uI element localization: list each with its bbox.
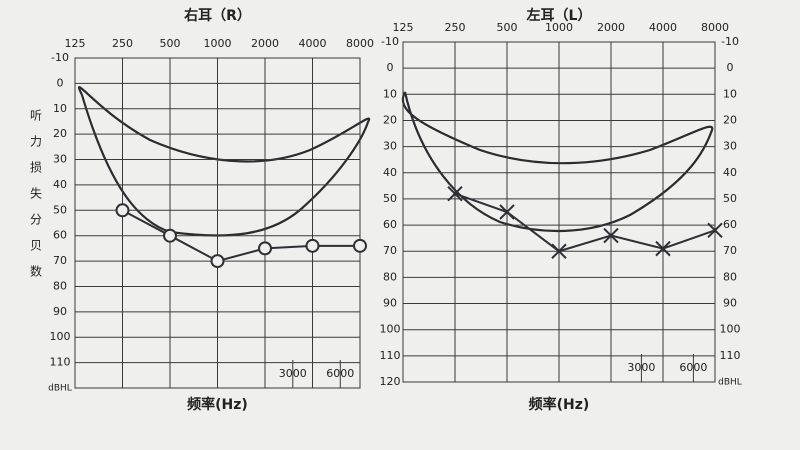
y-tick-label: 100: [380, 323, 401, 336]
y-tick-label: 90: [53, 305, 67, 318]
marker-o: [353, 238, 367, 253]
x-tick-label: 500: [160, 37, 181, 50]
y2-tick-label: 40: [723, 166, 737, 179]
y2-tick-label: 80: [723, 270, 737, 283]
x-tick-label: 1000: [545, 21, 573, 34]
y-tick-label: 40: [53, 178, 67, 191]
hand-curve: [77, 86, 371, 237]
y-tick-label: 80: [383, 270, 397, 283]
x-tick-label: 125: [65, 37, 86, 50]
x-tick-label: 250: [112, 37, 133, 50]
marker-x: [655, 240, 671, 257]
x-tick-label: 4000: [299, 37, 327, 50]
unit-label: dBHL: [48, 384, 72, 394]
y2-tick-label: 70: [723, 244, 737, 257]
x-axis-label: 频率(Hz): [187, 396, 248, 413]
marker-o: [163, 228, 177, 243]
y-tick-label: 80: [53, 279, 67, 292]
y-tick-label: 0: [57, 76, 64, 89]
y-tick-label: 10: [53, 102, 67, 115]
y-axis-label: 听力损失分贝数: [29, 109, 43, 291]
y2-tick-label: 30: [723, 140, 737, 153]
y-tick-label: 20: [53, 127, 67, 140]
x-tick-label: 500: [497, 21, 518, 34]
y-tick-label: 0: [387, 61, 394, 74]
marker-x: [447, 185, 463, 202]
marker-x: [603, 227, 619, 244]
y-tick-label: 40: [383, 166, 397, 179]
y-tick-label: 20: [383, 113, 397, 126]
marker-o: [210, 254, 225, 269]
y2-tick-label: 90: [723, 297, 737, 310]
y-tick-label: 100: [50, 330, 71, 343]
x-tick-label: 8000: [701, 21, 729, 34]
series-line: [454, 192, 716, 253]
y-tick-label: 70: [383, 244, 397, 257]
x-tick-label: 8000: [346, 37, 374, 50]
x-axis-label: 频率(Hz): [529, 396, 590, 413]
marker-o: [258, 241, 272, 256]
marker-x: [551, 243, 567, 259]
y-tick-label: 30: [53, 153, 67, 166]
x-tick-label: 2000: [251, 37, 279, 50]
marker-o: [305, 238, 320, 253]
series-line: [122, 209, 360, 263]
y-tick-label: 50: [53, 203, 67, 216]
y-tick-label: 30: [383, 140, 397, 153]
y-tick-label: 60: [383, 218, 397, 231]
marker-o: [115, 203, 130, 218]
y2-tick-label: 10: [723, 87, 737, 100]
x-tick-label: 1000: [204, 37, 232, 50]
y-tick-label: 90: [383, 297, 397, 310]
y-tick-label: 50: [383, 192, 397, 205]
y-tick-label: 60: [53, 229, 67, 242]
x-tick-label: 2000: [597, 21, 625, 34]
marker-x: [707, 222, 723, 239]
y-tick-label: 10: [383, 87, 397, 100]
y2-tick-label: 60: [723, 218, 737, 231]
chart-title: 右耳（R）: [183, 7, 251, 24]
y-tick-label: 110: [380, 349, 401, 362]
x-tick-label: 250: [445, 21, 466, 34]
chart-title: 左耳（L）: [526, 7, 592, 24]
y2-tick-label: 100: [720, 323, 741, 336]
y2-tick-label: 0: [727, 61, 734, 74]
y-tick-label: 70: [53, 254, 67, 267]
y2-tick-label: 110: [720, 349, 741, 362]
y2-tick-label: -10: [721, 35, 739, 48]
y2-tick-label: 20: [723, 113, 737, 126]
x-tick-label: 125: [393, 21, 414, 34]
y-tick-label: 110: [50, 356, 71, 369]
marker-x: [499, 204, 515, 220]
y-tick-label: 120: [380, 375, 401, 388]
y2-tick-label: 50: [723, 192, 737, 205]
y-tick-label: -10: [51, 51, 69, 64]
unit-label: dBHL: [718, 378, 742, 388]
hand-curve: [401, 91, 714, 233]
y-tick-label: -10: [381, 35, 399, 48]
x-tick-label: 4000: [649, 21, 677, 34]
